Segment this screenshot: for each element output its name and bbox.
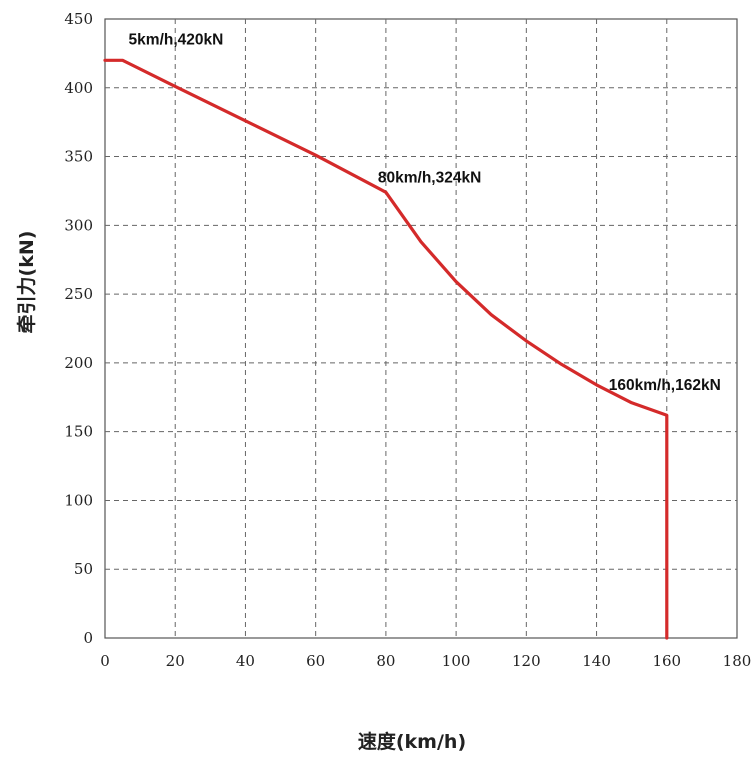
plot-border — [104, 18, 738, 639]
x-tick-label: 180 — [723, 652, 752, 670]
y-tick-label: 350 — [64, 148, 93, 166]
x-tick-label: 0 — [100, 652, 110, 670]
x-tick-label: 20 — [166, 652, 185, 670]
y-tick-label: 200 — [64, 354, 93, 372]
x-tick-label: 100 — [442, 652, 471, 670]
x-tick-label: 40 — [236, 652, 255, 670]
grid-lines — [105, 19, 737, 638]
y-axis-ticks: 0 50 100 150 200 250 300 350 400 450 — [64, 10, 93, 647]
x-axis-ticks: 0 20 40 60 80 100 120 140 160 180 — [100, 652, 751, 670]
x-tick-label: 120 — [512, 652, 541, 670]
y-tick-label: 0 — [83, 629, 93, 647]
plot-area — [104, 18, 738, 639]
annotation-group: 5km/h,420kN 80km/h,324kN 160km/h,162kN — [129, 31, 721, 394]
y-tick-label: 450 — [64, 10, 93, 28]
data-annotation: 160km/h,162kN — [609, 377, 721, 394]
data-annotation: 5km/h,420kN — [129, 31, 224, 48]
x-tick-label: 80 — [376, 652, 395, 670]
y-tick-label: 100 — [64, 491, 93, 509]
y-axis-title: 牵引力(kN) — [15, 231, 38, 334]
y-tick-label: 300 — [64, 216, 93, 234]
x-tick-label: 140 — [582, 652, 611, 670]
x-tick-label: 60 — [306, 652, 325, 670]
x-tick-label: 160 — [652, 652, 681, 670]
x-axis-title: 速度(km/h) — [358, 730, 466, 753]
y-tick-label: 50 — [74, 560, 93, 578]
series-group — [103, 58, 669, 640]
y-tick-label: 250 — [64, 285, 93, 303]
series-line — [103, 58, 669, 640]
data-annotation: 80km/h,324kN — [378, 169, 481, 186]
y-tick-label: 150 — [64, 423, 93, 441]
y-tick-label: 400 — [64, 79, 93, 97]
